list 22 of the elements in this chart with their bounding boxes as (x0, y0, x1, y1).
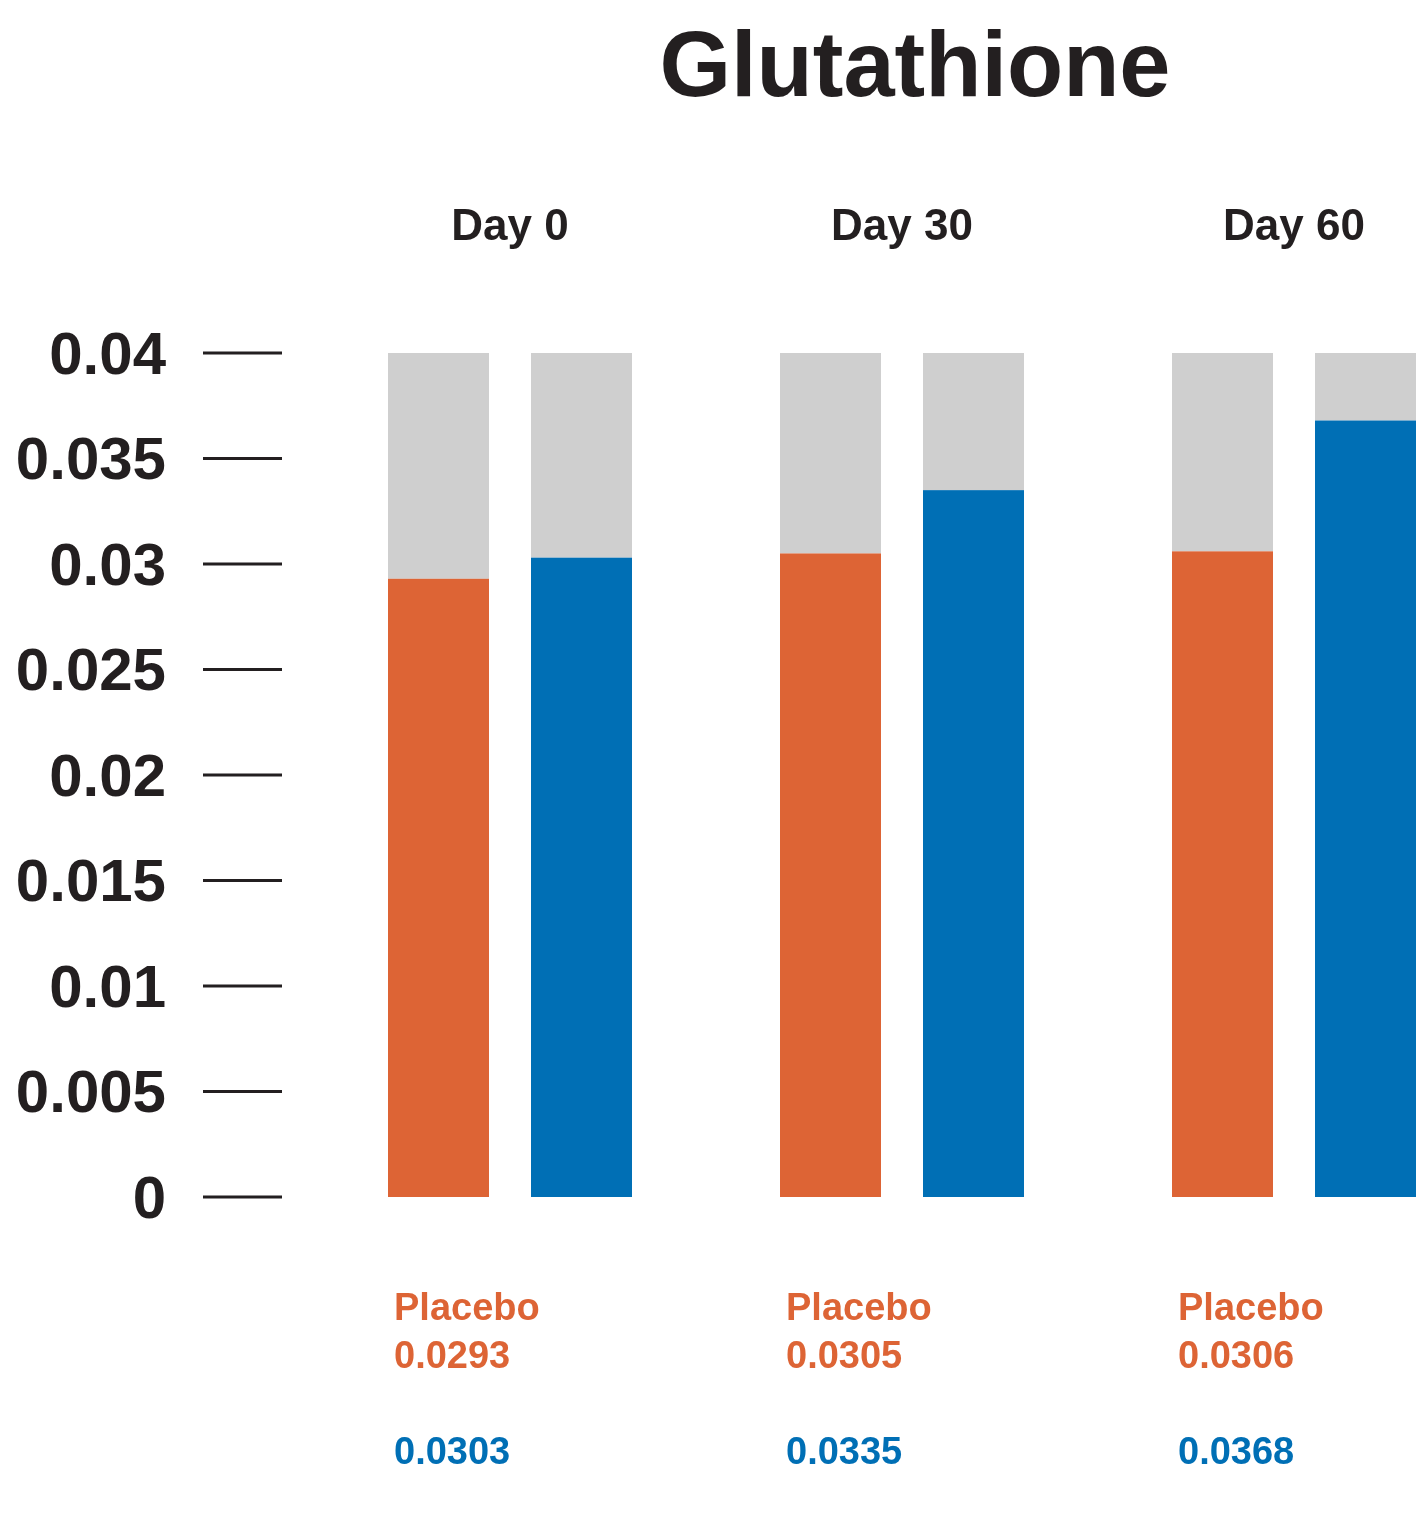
y-tick-label: 0.04 (49, 319, 167, 387)
text: Placebo (1178, 1286, 1324, 1328)
y-tick-label: 0.025 (15, 636, 166, 703)
data-label: 0.0305 (786, 1334, 903, 1376)
y-tick-label: 0 (132, 1163, 166, 1231)
x-tick-label: Day 0 (451, 200, 569, 249)
y-tick-label: 0.02 (49, 741, 166, 809)
data-label: 0.0293 (394, 1334, 511, 1376)
text: Placebo (394, 1286, 540, 1328)
data-label: 0.0303 (394, 1430, 511, 1472)
y-tick-label: 0.005 (15, 1058, 166, 1125)
text: Placebo (786, 1286, 932, 1328)
y-tick-label: 0.03 (49, 530, 166, 598)
chart-title: Glutathione (659, 13, 1171, 115)
data-label: 0.0368 (1178, 1430, 1295, 1472)
y-tick-label: 0.015 (15, 847, 166, 914)
x-tick-label: Day 60 (1223, 200, 1365, 249)
data-label: 0.0335 (786, 1430, 903, 1472)
y-tick-label: 0.01 (49, 952, 166, 1020)
y-tick-label: 0.035 (15, 425, 166, 492)
x-tick-label: Day 30 (831, 200, 973, 249)
data-label: 0.0306 (1178, 1334, 1295, 1376)
